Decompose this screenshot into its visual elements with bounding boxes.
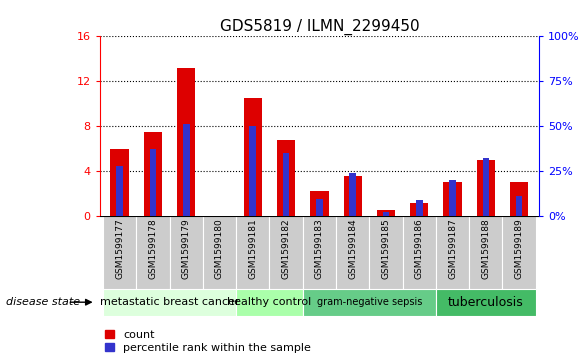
- Text: GSM1599183: GSM1599183: [315, 218, 324, 279]
- Text: metastatic breast cancer: metastatic breast cancer: [100, 297, 239, 307]
- Bar: [476, 160, 495, 216]
- Text: GSM1599185: GSM1599185: [381, 218, 390, 279]
- Bar: [250, 126, 256, 216]
- Bar: [310, 191, 329, 216]
- Bar: [436, 216, 469, 289]
- Bar: [377, 211, 395, 216]
- Text: GSM1599187: GSM1599187: [448, 218, 457, 279]
- Bar: [270, 216, 303, 289]
- Text: tuberculosis: tuberculosis: [448, 296, 524, 309]
- Bar: [244, 98, 262, 216]
- Bar: [169, 216, 203, 289]
- Text: GSM1599186: GSM1599186: [415, 218, 424, 279]
- Text: GSM1599177: GSM1599177: [115, 218, 124, 279]
- Bar: [369, 216, 403, 289]
- Bar: [316, 199, 323, 216]
- Bar: [183, 125, 189, 216]
- Bar: [383, 212, 389, 216]
- Bar: [144, 132, 162, 216]
- Bar: [436, 289, 536, 316]
- Text: GSM1599188: GSM1599188: [481, 218, 490, 279]
- Text: gram-negative sepsis: gram-negative sepsis: [316, 297, 422, 307]
- Text: GSM1599180: GSM1599180: [215, 218, 224, 279]
- Text: GSM1599184: GSM1599184: [348, 218, 357, 279]
- Bar: [510, 182, 529, 216]
- Text: GSM1599178: GSM1599178: [148, 218, 158, 279]
- Bar: [236, 216, 270, 289]
- Bar: [177, 68, 195, 216]
- Title: GDS5819 / ILMN_2299450: GDS5819 / ILMN_2299450: [220, 19, 419, 35]
- Bar: [343, 176, 362, 216]
- Bar: [103, 289, 236, 316]
- Bar: [303, 216, 336, 289]
- Text: GSM1599189: GSM1599189: [515, 218, 524, 279]
- Bar: [303, 289, 436, 316]
- Bar: [416, 200, 423, 216]
- Bar: [403, 216, 436, 289]
- Bar: [283, 153, 289, 216]
- Bar: [336, 216, 369, 289]
- Bar: [503, 216, 536, 289]
- Text: disease state: disease state: [6, 297, 80, 307]
- Bar: [349, 173, 356, 216]
- Text: GSM1599182: GSM1599182: [282, 218, 291, 279]
- Text: healthy control: healthy control: [227, 297, 312, 307]
- Bar: [444, 182, 462, 216]
- Bar: [516, 196, 523, 216]
- Bar: [103, 216, 136, 289]
- Bar: [482, 159, 489, 216]
- Text: GSM1599179: GSM1599179: [182, 218, 190, 279]
- Bar: [116, 166, 123, 216]
- Bar: [136, 216, 169, 289]
- Bar: [410, 203, 428, 216]
- Bar: [149, 148, 156, 216]
- Bar: [203, 216, 236, 289]
- Bar: [449, 180, 456, 216]
- Legend: count, percentile rank within the sample: count, percentile rank within the sample: [105, 330, 311, 353]
- Bar: [277, 140, 295, 216]
- Text: GSM1599181: GSM1599181: [248, 218, 257, 279]
- Bar: [110, 148, 129, 216]
- Bar: [469, 216, 503, 289]
- Bar: [236, 289, 303, 316]
